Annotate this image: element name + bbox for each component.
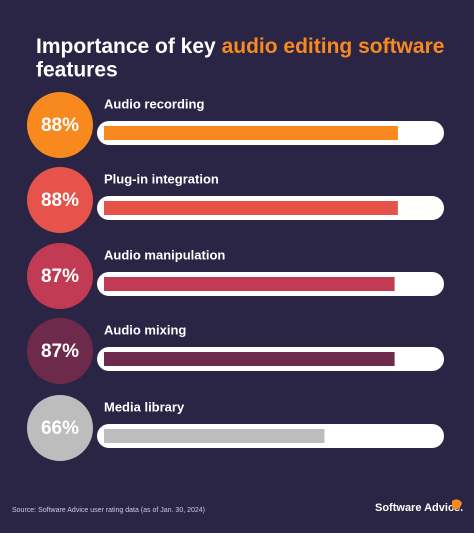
- value-circle: [27, 92, 93, 158]
- value-label: 87%: [41, 266, 79, 287]
- value-label: 87%: [41, 341, 79, 362]
- value-label: 66%: [41, 418, 79, 439]
- value-circle: [27, 167, 93, 233]
- bar: [104, 352, 395, 366]
- bar: [104, 277, 395, 291]
- category-label: Audio mixing: [104, 322, 186, 337]
- value-circle: [27, 395, 93, 461]
- source: Source: Software Advice user rating data…: [12, 507, 205, 514]
- category-label: Audio recording: [104, 96, 204, 111]
- category-label: Audio manipulation: [104, 247, 225, 262]
- value-label: 88%: [41, 190, 79, 211]
- brand-logo: Software Advice.: [375, 502, 463, 514]
- bar: [104, 126, 398, 140]
- chart-title: features: [36, 59, 118, 82]
- chart-title: Importance of key audio editing software: [36, 35, 444, 58]
- bar: [104, 429, 325, 443]
- brand-icon: [452, 499, 462, 510]
- value-circle: [27, 318, 93, 384]
- title-highlight: audio editing software: [222, 35, 445, 58]
- category-label: Media library: [104, 399, 185, 414]
- value-label: 88%: [41, 115, 79, 136]
- bar: [104, 201, 398, 215]
- title-text: Importance of key: [36, 35, 216, 58]
- category-label: Plug-in integration: [104, 171, 219, 186]
- value-circle: [27, 243, 93, 309]
